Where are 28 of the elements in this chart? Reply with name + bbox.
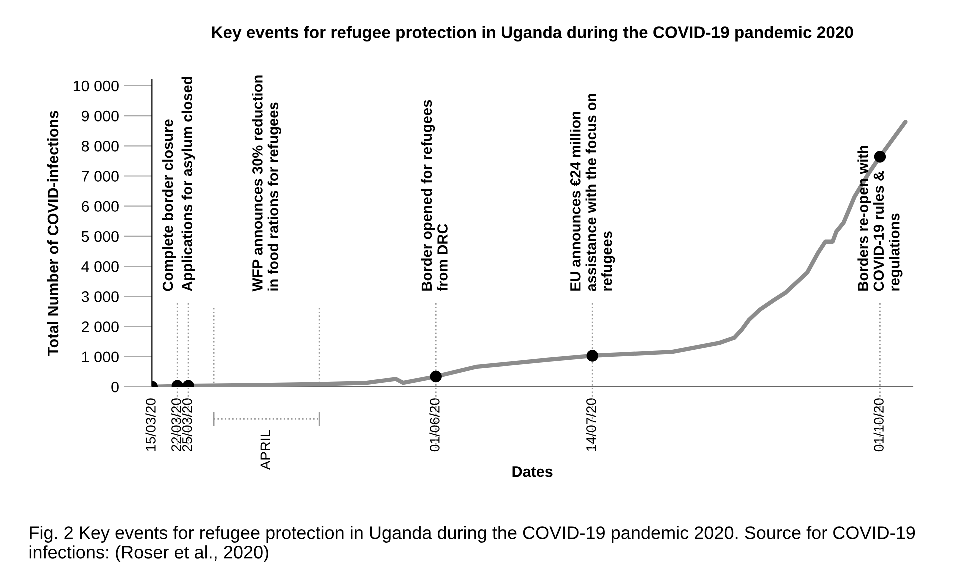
y-tick-label: 8 000 (82, 141, 119, 152)
y-tick-label: 5 000 (82, 231, 119, 242)
x-tick-label: 15/03/20 (146, 398, 156, 452)
y-tick-label: 3 000 (82, 292, 119, 302)
ref-line-label: EU announces €24 million assistance with the focus on refugees (570, 94, 616, 292)
x-tick-label: 22/03/20 (171, 398, 182, 452)
y-axis-title: Total Number of COVID-infections (47, 111, 59, 356)
annotation: WFP announces 30% reduction in food rations for refugees (252, 76, 282, 292)
ref-line-label: Borders re-open with COVID-19 rules & regulations (858, 146, 903, 292)
ref-line-label: Applications for asylum closed (182, 77, 196, 292)
x-axis-title: Dates (512, 466, 553, 478)
y-tick-label: 2 000 (82, 322, 119, 332)
ref-line-label: Border opened for refugees from DRC (421, 100, 448, 292)
caption: Fig. 2 Key events for refugee protection in Uganda during the COVID-19 pandemic 2020. Source for COVID-19 infections: (Roser et al., 2020) (30, 526, 916, 562)
x-tick-label: 01/10/20 (874, 398, 884, 452)
x-tick-label: 01/06/20 (430, 398, 440, 452)
chart-title: Key events for refugee protection in Uganda during the COVID-19 pandemic 2020 (212, 26, 854, 42)
y-tick-label: 4 000 (82, 261, 119, 272)
y-tick-label: 6 000 (82, 201, 119, 212)
text: APRIL (260, 430, 270, 470)
y-tick-label: 7 000 (82, 171, 119, 182)
ref-line-label: Complete border closure (162, 120, 176, 292)
y-tick-label: 0 (112, 382, 119, 393)
y-tick-label: 9 000 (82, 110, 119, 122)
x-tick-label: 14/07/20 (586, 398, 596, 452)
y-tick-label: 1 000 (82, 352, 119, 363)
y-tick-label: 10 000 (74, 80, 119, 92)
x-tick-label: 25/03/20 (182, 398, 192, 452)
